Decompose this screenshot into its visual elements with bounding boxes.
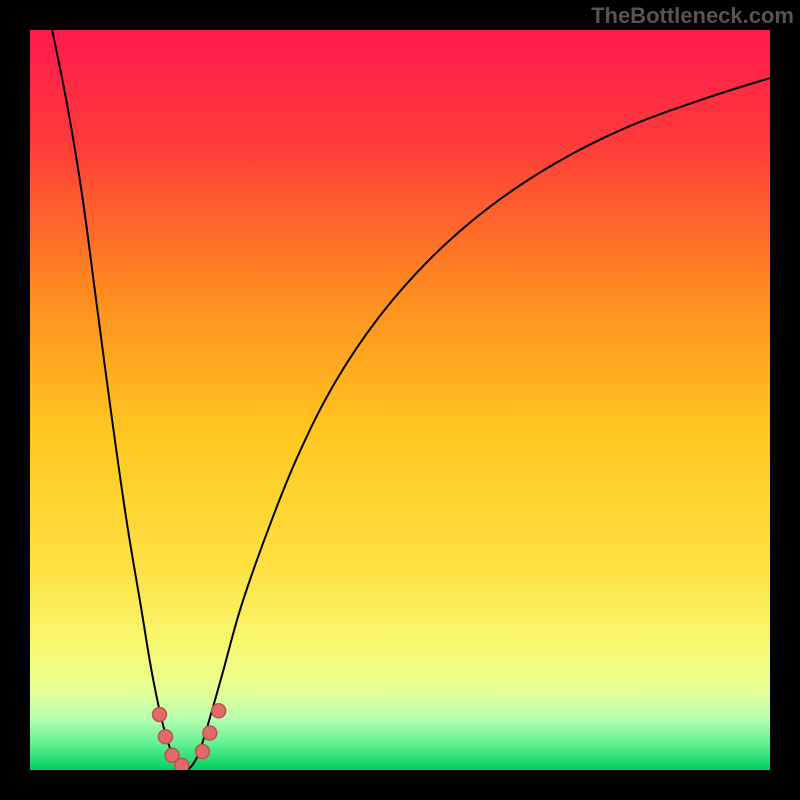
marker-dot xyxy=(158,730,172,744)
marker-dot xyxy=(153,708,167,722)
marker-dot xyxy=(212,704,226,718)
bottleneck-chart xyxy=(0,0,800,800)
marker-dot xyxy=(203,726,217,740)
watermark-text: TheBottleneck.com xyxy=(591,3,794,29)
marker-dot xyxy=(195,745,209,759)
plot-background xyxy=(30,30,770,770)
